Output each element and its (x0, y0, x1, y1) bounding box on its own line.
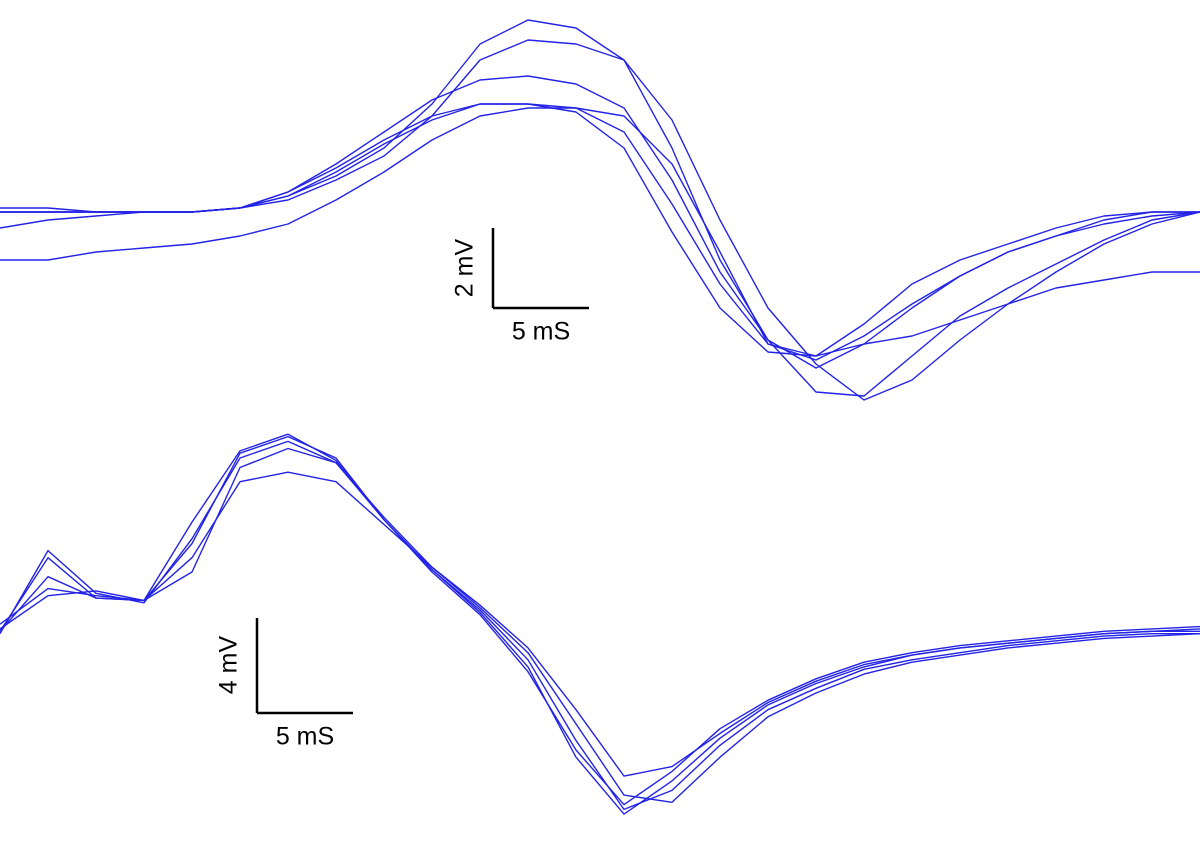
scale-bar-x-label: 5 mS (512, 318, 570, 346)
scale-bar-x-label: 5 mS (276, 723, 334, 751)
trace (0, 103, 1200, 357)
trace (0, 75, 1200, 369)
trace (0, 103, 1200, 361)
trace (0, 471, 1200, 777)
trace (0, 433, 1200, 811)
trace (0, 435, 1200, 806)
trace (0, 107, 1200, 357)
trace (0, 39, 1200, 401)
trace (0, 440, 1200, 815)
trace (0, 19, 1200, 397)
scale-bar-y-label: 4 mV (215, 636, 243, 695)
scale-bar-y-label: 2 mV (451, 239, 479, 298)
trace (0, 447, 1200, 803)
